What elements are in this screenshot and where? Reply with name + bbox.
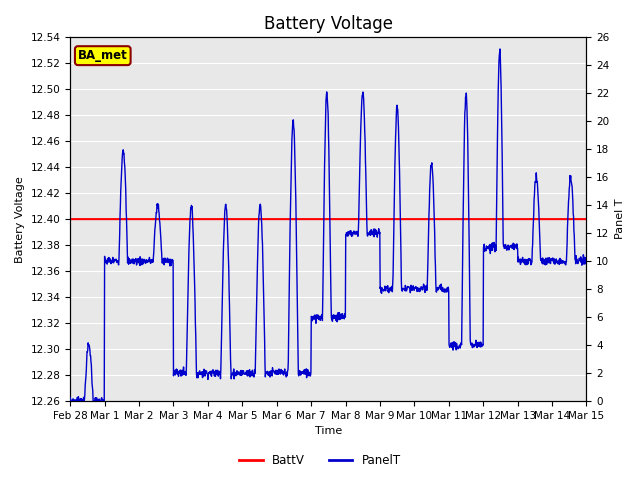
Text: BA_met: BA_met — [78, 49, 127, 62]
Y-axis label: Battery Voltage: Battery Voltage — [15, 176, 25, 263]
Legend: BattV, PanelT: BattV, PanelT — [234, 449, 406, 472]
X-axis label: Time: Time — [315, 426, 342, 436]
Y-axis label: Panel T: Panel T — [615, 199, 625, 240]
Title: Battery Voltage: Battery Voltage — [264, 15, 393, 33]
